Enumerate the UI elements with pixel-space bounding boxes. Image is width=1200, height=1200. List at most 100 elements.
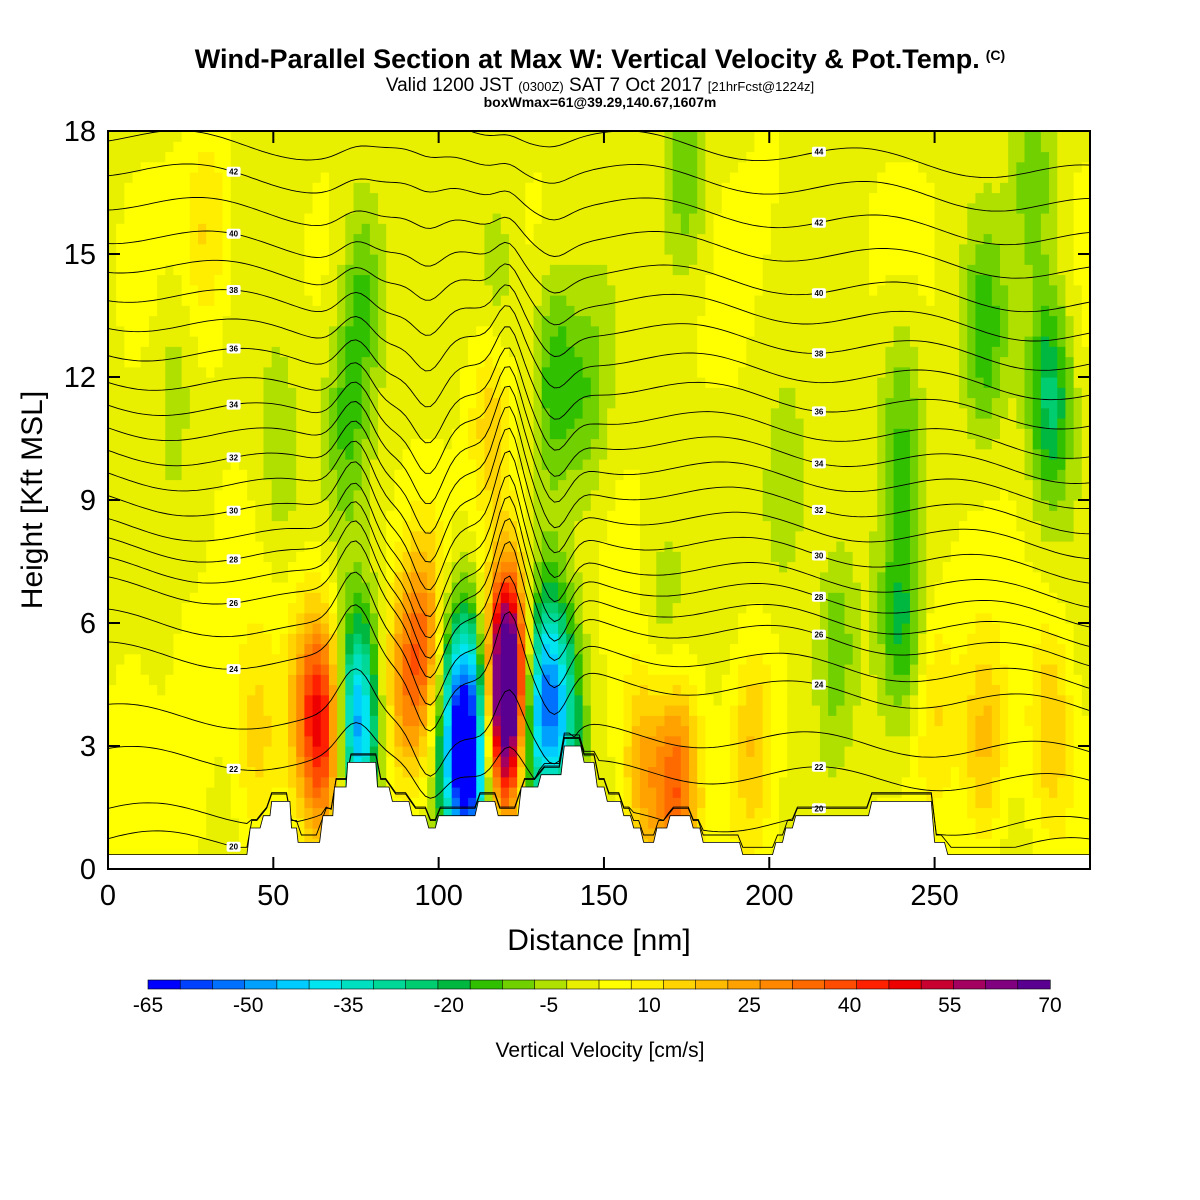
- velocity-cell: [508, 366, 518, 378]
- velocity-cell: [664, 213, 674, 224]
- velocity-cell: [558, 510, 567, 522]
- velocity-cell: [157, 664, 166, 675]
- velocity-cell: [533, 500, 543, 511]
- velocity-cell: [165, 438, 175, 450]
- velocity-cell: [116, 561, 125, 573]
- velocity-cell: [492, 776, 502, 788]
- velocity-cell: [320, 356, 330, 368]
- velocity-cell: [615, 479, 625, 491]
- velocity-cell: [173, 725, 183, 737]
- velocity-cell: [590, 274, 600, 286]
- velocity-cell: [328, 541, 338, 552]
- velocity-cell: [631, 295, 641, 306]
- velocity-cell: [402, 766, 412, 778]
- velocity-cell: [337, 459, 346, 470]
- velocity-cell: [418, 582, 428, 593]
- velocity-cell: [296, 131, 305, 142]
- velocity-cell: [353, 356, 363, 368]
- velocity-cell: [345, 243, 355, 255]
- velocity-cell: [476, 418, 486, 429]
- velocity-cell: [304, 172, 314, 183]
- velocity-cell: [369, 407, 379, 419]
- velocity-cell: [361, 633, 371, 645]
- velocity-cell: [296, 387, 305, 399]
- velocity-cell: [181, 561, 191, 573]
- velocity-cell: [427, 305, 436, 317]
- velocity-cell: [623, 643, 633, 655]
- velocity-cell: [517, 418, 526, 429]
- velocity-cell: [590, 151, 600, 163]
- velocity-cell: [238, 561, 248, 573]
- velocity-cell: [206, 766, 215, 778]
- velocity-cell: [386, 735, 396, 747]
- velocity-cell: [345, 325, 355, 337]
- velocity-cell: [451, 418, 461, 429]
- velocity-cell: [214, 776, 224, 788]
- velocity-cell: [108, 254, 117, 265]
- velocity-cell: [238, 838, 248, 850]
- velocity-cell: [124, 848, 134, 860]
- velocity-cell: [198, 223, 207, 235]
- velocity-cell: [157, 264, 166, 276]
- velocity-cell: [165, 828, 175, 839]
- velocity-cell: [590, 694, 600, 706]
- velocity-cell: [517, 551, 526, 563]
- velocity-cell: [181, 172, 191, 183]
- velocity-cell: [173, 848, 183, 860]
- velocity-cell: [656, 664, 666, 675]
- velocity-cell: [271, 541, 281, 552]
- velocity-cell: [410, 325, 420, 337]
- velocity-cell: [672, 725, 682, 737]
- velocity-cell: [476, 623, 486, 634]
- velocity-cell: [312, 653, 322, 665]
- velocity-cell: [328, 295, 338, 306]
- velocity-cell: [394, 684, 404, 696]
- velocity-cell: [181, 295, 191, 306]
- velocity-cell: [173, 715, 183, 727]
- velocity-cell: [574, 705, 584, 716]
- velocity-cell: [427, 756, 436, 768]
- velocity-cell: [328, 346, 338, 358]
- velocity-cell: [484, 243, 494, 255]
- velocity-cell: [648, 284, 657, 296]
- velocity-cell: [623, 407, 633, 419]
- velocity-cell: [279, 735, 289, 747]
- velocity-cell: [476, 664, 486, 675]
- velocity-cell: [484, 746, 494, 757]
- velocity-cell: [116, 694, 125, 706]
- velocity-cell: [247, 592, 256, 604]
- velocity-cell: [582, 315, 592, 327]
- velocity-cell: [541, 500, 551, 511]
- velocity-cell: [337, 776, 346, 788]
- velocity-cell: [108, 407, 117, 419]
- velocity-cell: [353, 459, 363, 470]
- velocity-cell: [328, 151, 338, 163]
- velocity-cell: [525, 356, 535, 368]
- velocity-cell: [549, 653, 559, 665]
- velocity-cell: [402, 325, 412, 337]
- velocity-cell: [132, 633, 142, 645]
- velocity-cell: [288, 346, 297, 358]
- velocity-cell: [582, 366, 592, 378]
- velocity-cell: [238, 151, 248, 163]
- velocity-cell: [238, 418, 248, 429]
- velocity-cell: [500, 612, 510, 624]
- velocity-cell: [181, 541, 191, 552]
- velocity-cell: [508, 254, 518, 265]
- velocity-cell: [468, 725, 477, 737]
- velocity-cell: [378, 131, 387, 142]
- velocity-cell: [304, 674, 314, 686]
- velocity-cell: [427, 223, 436, 235]
- velocity-cell: [173, 366, 183, 378]
- velocity-cell: [476, 346, 486, 358]
- velocity-cell: [173, 674, 183, 686]
- velocity-cell: [558, 161, 567, 173]
- velocity-cell: [590, 182, 600, 194]
- velocity-cell: [427, 694, 436, 706]
- velocity-cell: [198, 725, 207, 737]
- velocity-cell: [206, 664, 215, 675]
- velocity-cell: [353, 623, 363, 634]
- velocity-cell: [508, 674, 518, 686]
- velocity-cell: [418, 469, 428, 481]
- velocity-cell: [369, 305, 379, 317]
